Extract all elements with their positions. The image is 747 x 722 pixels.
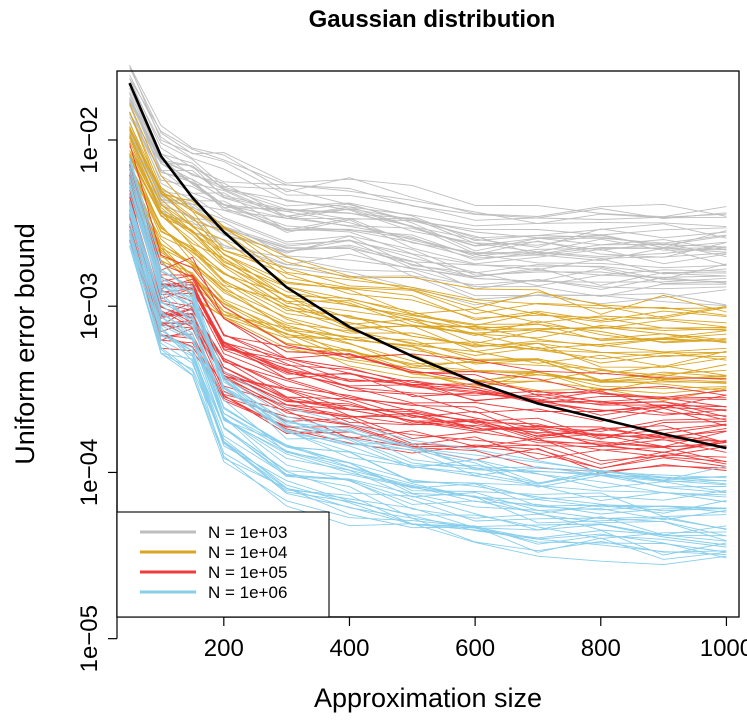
series-1-run [129, 87, 727, 248]
series-4-run [129, 223, 727, 530]
series-1-run [129, 67, 727, 218]
series-1-run [129, 83, 727, 248]
series-3-run [129, 197, 727, 440]
legend-box [116, 511, 330, 618]
series-3-run [129, 174, 727, 412]
series-3-run [129, 183, 727, 412]
series-4-run [129, 235, 727, 546]
series-1-run [129, 99, 727, 252]
series-4-run [129, 245, 727, 566]
legend-label: N = 1e+04 [208, 543, 287, 562]
series-1-run [129, 78, 727, 220]
series-1-run [129, 78, 727, 225]
series-2-run [129, 111, 727, 309]
series-3-run [129, 183, 727, 408]
series-1-run [129, 82, 727, 236]
y-tick-label: 1e−02 [76, 106, 103, 173]
y-axis: 1e−05 1e−04 1e−03 1e−02 [76, 106, 118, 672]
x-axis: 200 400 600 800 1000 [204, 616, 747, 662]
legend-label: N = 1e+03 [208, 523, 287, 542]
series-2-run [129, 169, 727, 361]
series-4-run [129, 206, 727, 513]
series-4-run [129, 232, 727, 556]
legend-label: N = 1e+05 [208, 563, 287, 582]
y-tick-label: 1e−03 [76, 272, 103, 339]
plot-lines [128, 64, 727, 566]
series-2-run [129, 130, 727, 330]
legend-label: N = 1e+06 [208, 583, 287, 602]
series-1-run [129, 64, 727, 221]
reference-curve [128, 82, 727, 450]
series-3-run [129, 239, 727, 469]
series-2-run [129, 156, 727, 343]
series-1-run [129, 93, 727, 253]
legend: N = 1e+03N = 1e+04N = 1e+05N = 1e+06 [116, 511, 330, 618]
series-2-run [129, 128, 727, 329]
x-tick-label: 800 [581, 635, 621, 662]
series-1-run [129, 97, 727, 258]
series-2-run [129, 126, 727, 319]
y-axis-label: Uniform error bound [10, 223, 40, 465]
series-2-run [129, 194, 727, 389]
series-3-run [129, 208, 727, 444]
series-4-run [129, 227, 727, 537]
y-tick-label: 1e−04 [76, 439, 103, 506]
series-3-run [129, 189, 727, 432]
series-1-run [129, 127, 727, 283]
series-2-run [129, 137, 727, 343]
series-4-run [129, 213, 727, 521]
series-3-run [129, 143, 727, 380]
x-tick-label: 1000 [700, 635, 747, 662]
series-4-run [129, 192, 727, 501]
series-3-run [129, 201, 727, 448]
series-4-run [129, 205, 727, 511]
series-1-run [129, 128, 727, 275]
series-2-run [129, 111, 727, 316]
series-2-run [129, 165, 727, 358]
series-3-run [129, 201, 727, 453]
series-3-run [129, 164, 727, 400]
series-4-run [129, 176, 727, 479]
series-2-run [129, 164, 727, 360]
series-2-run [129, 141, 727, 344]
series-1 [129, 64, 727, 307]
series-4-run [129, 186, 727, 482]
series-2-run [129, 127, 727, 323]
series-4-run [129, 245, 727, 559]
series-4-run [129, 245, 727, 553]
series-4-run [129, 208, 727, 536]
series-1-run [129, 130, 727, 283]
series-4-run [129, 172, 727, 484]
x-axis-label: Approximation size [314, 683, 542, 713]
series-3-run [129, 225, 727, 465]
series-4-run [129, 184, 727, 488]
series-1-run [129, 65, 727, 217]
series-1-run [129, 97, 727, 248]
x-tick-label: 600 [455, 635, 495, 662]
series-2-run [129, 154, 727, 344]
series-4-run [129, 183, 727, 503]
x-tick-label: 200 [204, 635, 244, 662]
series-3-run [129, 175, 727, 416]
series-4-run [129, 212, 727, 537]
series-2-run [129, 122, 727, 321]
x-tick-label: 400 [329, 635, 369, 662]
series-4-run [129, 206, 727, 512]
series-4-run [129, 166, 727, 485]
series-4-run [129, 218, 727, 542]
series-4 [129, 156, 727, 566]
series-2-run [129, 183, 727, 389]
y-tick-label: 1e−05 [76, 605, 103, 672]
series-3-run [129, 165, 727, 398]
series-4-run [129, 236, 727, 548]
series-4-run [129, 241, 727, 560]
chart-title: Gaussian distribution [309, 6, 556, 33]
series-1-run [129, 153, 727, 305]
series-4-run [129, 237, 727, 556]
series-2-run [129, 164, 727, 353]
series-3-run [129, 213, 727, 442]
series-1-run [129, 74, 727, 228]
series-1-run [129, 113, 727, 258]
